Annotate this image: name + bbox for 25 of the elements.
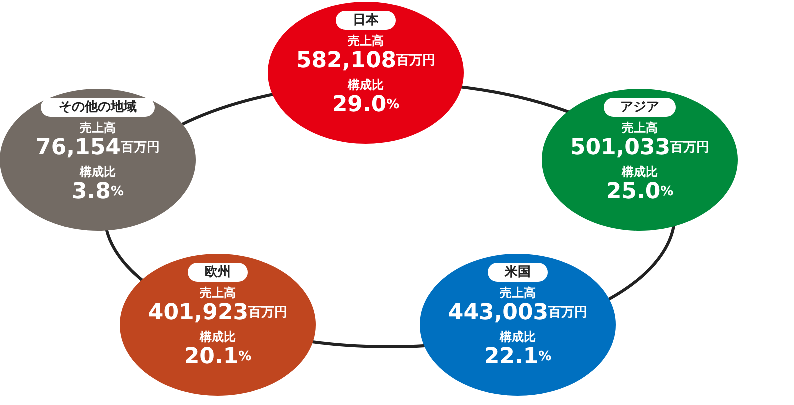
- data-label: 582,108百万円: [296, 48, 436, 74]
- text: 構成比: [347, 78, 384, 92]
- text: 売上高: [500, 286, 536, 300]
- text: 構成比: [80, 165, 116, 179]
- category-label: その他の地域: [59, 100, 137, 115]
- data-label: 443,003百万円: [448, 300, 588, 326]
- text: 構成比: [200, 330, 236, 344]
- text: 構成比: [500, 330, 536, 344]
- text: 売上高: [622, 121, 658, 135]
- data-label: 76,154百万円: [36, 136, 160, 160]
- text: 売上高: [80, 121, 116, 135]
- category-label: 欧州: [205, 265, 231, 280]
- category-label: 米国: [504, 265, 531, 280]
- data-label: 25.0%: [606, 180, 674, 204]
- category-label: アジア: [620, 100, 660, 115]
- series-label: 売上高: [348, 34, 384, 48]
- data-label: 22.1%: [484, 344, 552, 370]
- data-label: 29.0%: [332, 92, 400, 118]
- data-label: 20.1%: [184, 344, 252, 370]
- category-label: 日本: [353, 13, 380, 28]
- data-label: 501,033百万円: [570, 136, 710, 160]
- text: 構成比: [622, 165, 658, 179]
- data-label: 401,923百万円: [148, 300, 288, 326]
- text: 売上高: [200, 286, 236, 300]
- data-label: 3.8%: [72, 180, 124, 204]
